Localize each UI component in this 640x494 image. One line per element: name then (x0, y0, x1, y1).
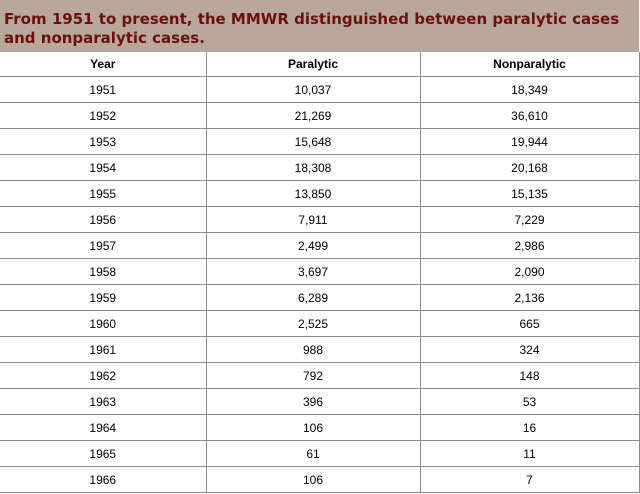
table-row: 1953 15,648 19,944 (0, 128, 640, 155)
year-cell: 1961 (0, 336, 207, 363)
nonparalytic-cell: 2,136 (419, 284, 640, 311)
nonparalytic-cell: 53 (419, 388, 640, 415)
paralytic-cell: 3,697 (205, 258, 421, 285)
nonparalytic-cell: 11 (419, 440, 640, 467)
nonparalytic-cell: 2,090 (419, 258, 640, 285)
year-cell: 1955 (0, 180, 207, 207)
table-row: 1952 21,269 36,610 (0, 102, 640, 129)
year-cell: 1966 (0, 466, 207, 493)
paralytic-cell: 10,037 (205, 76, 421, 103)
nonparalytic-cell: 7 (419, 466, 640, 493)
year-cell: 1951 (0, 76, 207, 103)
paralytic-cell: 61 (205, 440, 421, 467)
table-row: 1958 3,697 2,090 (0, 258, 640, 285)
table-row: 1966 106 7 (0, 466, 640, 493)
nonparalytic-cell: 15,135 (419, 180, 640, 207)
year-cell: 1964 (0, 414, 207, 441)
paralytic-cell: 2,499 (205, 232, 421, 259)
table-row: 1964 106 16 (0, 414, 640, 441)
table-row: 1962 792 148 (0, 362, 640, 389)
nonparalytic-cell: 18,349 (419, 76, 640, 103)
nonparalytic-cell: 7,229 (419, 206, 640, 233)
nonparalytic-cell: 324 (419, 336, 640, 363)
paralytic-cell: 106 (205, 414, 421, 441)
paralytic-cell: 15,648 (205, 128, 421, 155)
table-row: 1957 2,499 2,986 (0, 232, 640, 259)
year-cell: 1960 (0, 310, 207, 337)
table-row: 1956 7,911 7,229 (0, 206, 640, 233)
table-row: 1955 13,850 15,135 (0, 180, 640, 207)
paralytic-cell: 792 (205, 362, 421, 389)
year-cell: 1958 (0, 258, 207, 285)
paralytic-cell: 6,289 (205, 284, 421, 311)
nonparalytic-cell: 36,610 (419, 102, 640, 129)
header-year: Year (0, 52, 207, 77)
year-cell: 1959 (0, 284, 207, 311)
nonparalytic-cell: 2,986 (419, 232, 640, 259)
table-row: 1960 2,525 665 (0, 310, 640, 337)
paralytic-cell: 13,850 (205, 180, 421, 207)
nonparalytic-cell: 148 (419, 362, 640, 389)
paralytic-cell: 396 (205, 388, 421, 415)
year-cell: 1954 (0, 154, 207, 181)
table-row: 1954 18,308 20,168 (0, 154, 640, 181)
paralytic-cell: 21,269 (205, 102, 421, 129)
paralytic-cell: 18,308 (205, 154, 421, 181)
paralytic-cell: 106 (205, 466, 421, 493)
table-row: 1959 6,289 2,136 (0, 284, 640, 311)
nonparalytic-cell: 19,944 (419, 128, 640, 155)
nonparalytic-cell: 16 (419, 414, 640, 441)
year-cell: 1963 (0, 388, 207, 415)
year-cell: 1962 (0, 362, 207, 389)
year-cell: 1956 (0, 206, 207, 233)
header-nonparalytic: Nonparalytic (419, 52, 640, 77)
header-paralytic: Paralytic (205, 52, 421, 77)
table-caption: From 1951 to present, the MMWR distingui… (0, 0, 639, 52)
table-row: 1963 396 53 (0, 388, 640, 415)
year-cell: 1957 (0, 232, 207, 259)
year-cell: 1953 (0, 128, 207, 155)
nonparalytic-cell: 665 (419, 310, 640, 337)
paralytic-cell: 988 (205, 336, 421, 363)
table-row: 1961 988 324 (0, 336, 640, 363)
header-row: Year Paralytic Nonparalytic (0, 52, 640, 77)
table-row: 1965 61 11 (0, 440, 640, 467)
year-cell: 1965 (0, 440, 207, 467)
polio-cases-table: Year Paralytic Nonparalytic 1951 10,037 … (0, 52, 640, 493)
paralytic-cell: 2,525 (205, 310, 421, 337)
year-cell: 1952 (0, 102, 207, 129)
table-row: 1951 10,037 18,349 (0, 76, 640, 103)
paralytic-cell: 7,911 (205, 206, 421, 233)
nonparalytic-cell: 20,168 (419, 154, 640, 181)
